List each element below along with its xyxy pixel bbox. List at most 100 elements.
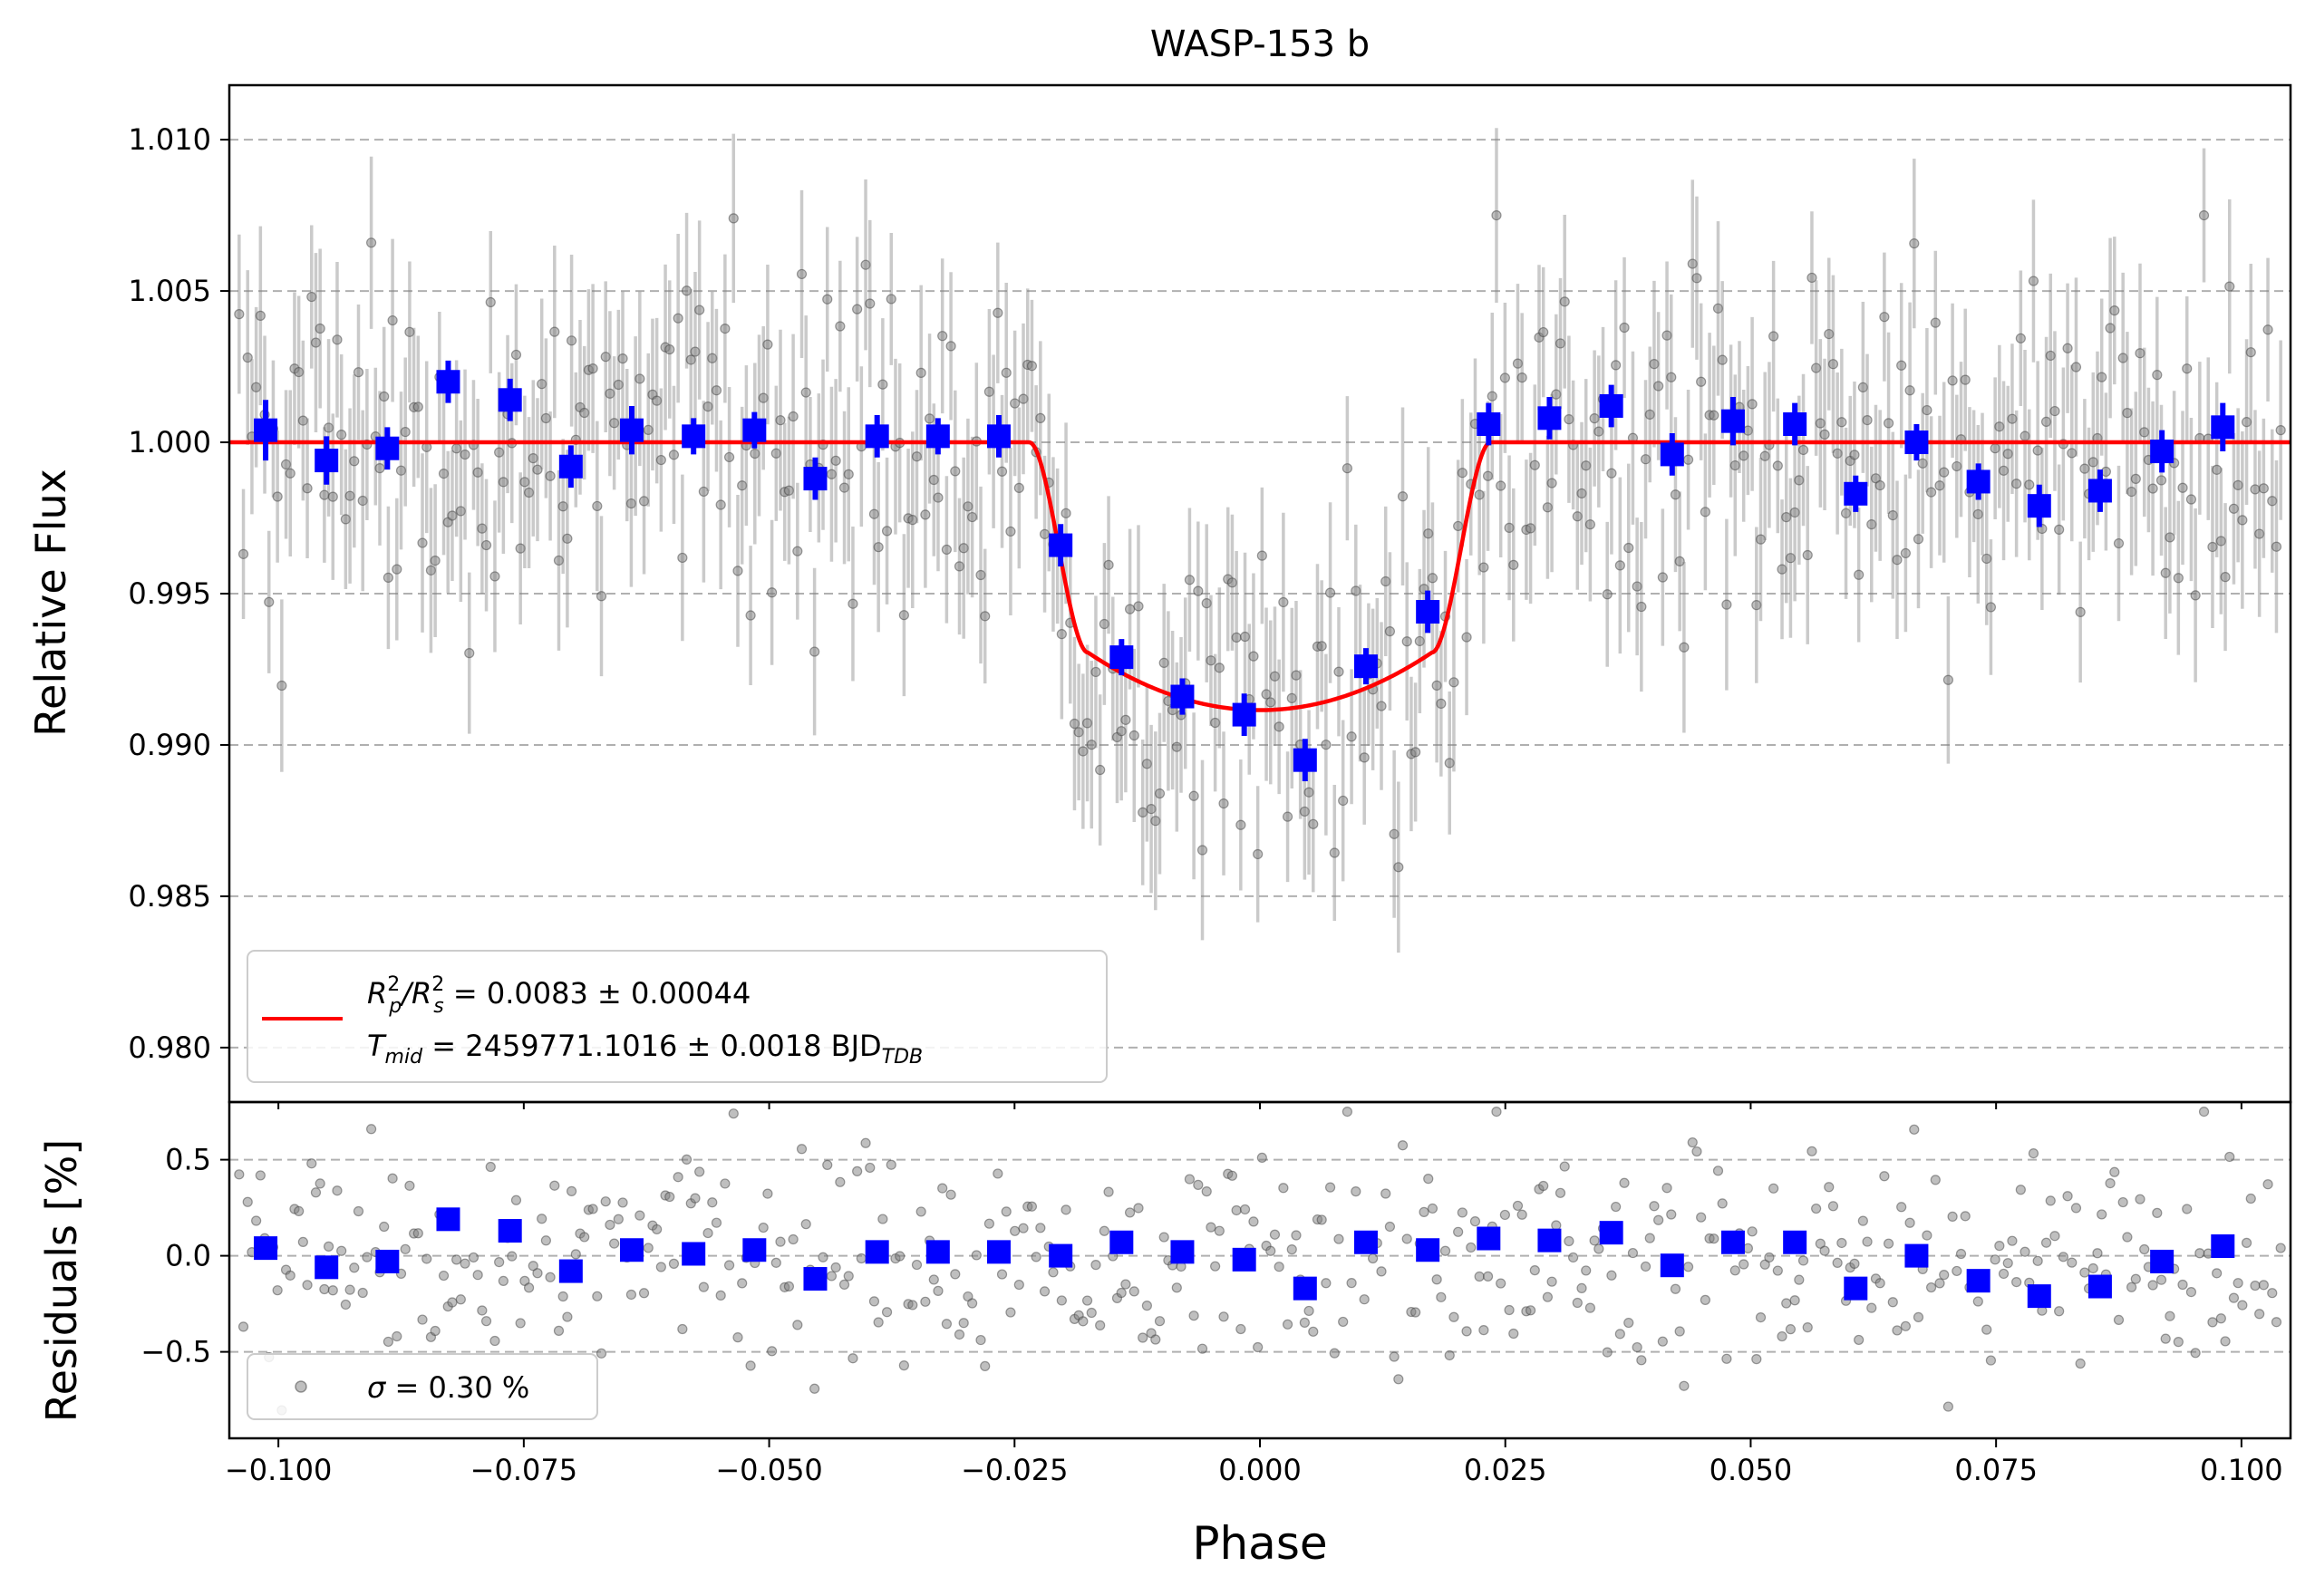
raw-point xyxy=(323,422,334,433)
raw-point xyxy=(809,646,820,657)
binned-residual xyxy=(1660,1253,1684,1278)
residual-point xyxy=(783,1281,795,1291)
raw-point xyxy=(698,486,709,498)
raw-point xyxy=(634,373,645,384)
residual-point xyxy=(1712,1166,1724,1176)
raw-point xyxy=(1972,508,1983,520)
residual-point xyxy=(1874,1278,1885,1289)
raw-point xyxy=(1584,519,1596,530)
raw-point xyxy=(1286,692,1297,703)
residual-point xyxy=(540,1235,551,1246)
raw-point xyxy=(374,463,385,474)
binned-point xyxy=(619,418,644,442)
residual-point xyxy=(941,1319,952,1330)
residual-point xyxy=(643,1243,654,1253)
raw-point xyxy=(1138,807,1148,817)
raw-point xyxy=(387,314,398,326)
residual-point xyxy=(2233,1278,2243,1289)
raw-point xyxy=(485,296,496,308)
binned-residual xyxy=(1232,1247,1256,1272)
raw-point xyxy=(1005,526,1016,537)
residual-point xyxy=(1866,1302,1877,1313)
residual-point xyxy=(1141,1301,1152,1311)
residual-point xyxy=(494,1257,505,1268)
residual-point xyxy=(310,1187,322,1198)
residual-point xyxy=(365,1124,377,1135)
residual-point xyxy=(1256,1152,1267,1164)
raw-point xyxy=(344,490,355,501)
residual-point xyxy=(1666,1209,1677,1220)
raw-point xyxy=(1214,663,1225,673)
residual-point xyxy=(1892,1325,1903,1336)
top-y-tick-label: 0.980 xyxy=(128,1030,211,1065)
residual-point xyxy=(980,1360,991,1371)
binned-point xyxy=(436,370,460,394)
residual-point xyxy=(915,1206,926,1217)
raw-point xyxy=(2113,537,2125,549)
raw-point xyxy=(1410,747,1421,758)
residual-point xyxy=(2182,1204,2193,1214)
raw-point xyxy=(1925,487,1937,498)
residual-point xyxy=(1942,1401,1954,1412)
raw-point xyxy=(980,611,991,622)
raw-point xyxy=(924,413,935,424)
raw-point xyxy=(255,310,266,321)
raw-point xyxy=(579,407,590,419)
binned-point xyxy=(1660,442,1684,467)
binned-point xyxy=(375,436,400,460)
residual-point xyxy=(2258,1280,2269,1291)
residual-point xyxy=(1772,1265,1783,1276)
top-grid xyxy=(229,139,2291,1049)
raw-point xyxy=(996,466,1008,477)
residual-point xyxy=(1269,1229,1281,1240)
raw-point xyxy=(1081,718,1093,729)
residual-point xyxy=(609,1238,620,1249)
residual-point xyxy=(319,1283,330,1295)
residual-point xyxy=(975,1334,986,1346)
residual-point xyxy=(353,1205,364,1217)
raw-point xyxy=(447,510,458,521)
residual-point xyxy=(788,1233,799,1245)
residual-point xyxy=(251,1215,262,1226)
raw-point xyxy=(587,363,598,374)
residual-point xyxy=(1572,1297,1583,1309)
raw-point xyxy=(1303,787,1314,798)
residual-point xyxy=(1436,1291,1447,1302)
top-legend-box xyxy=(247,950,1108,1083)
raw-point xyxy=(357,495,368,507)
raw-point xyxy=(310,337,322,348)
legend-sub-p: p xyxy=(388,995,402,1018)
raw-point xyxy=(1359,752,1370,763)
raw-point xyxy=(1849,450,1860,460)
residual-point xyxy=(532,1268,543,1279)
residual-point xyxy=(1128,1286,1139,1297)
residual-point xyxy=(2177,1279,2188,1291)
raw-point xyxy=(1619,322,1630,334)
residual-point xyxy=(1278,1183,1289,1194)
raw-point xyxy=(1551,389,1562,400)
raw-point xyxy=(1768,331,1779,342)
raw-point xyxy=(2002,449,2013,459)
residual-point xyxy=(1581,1265,1592,1276)
residual-point xyxy=(1099,1225,1109,1236)
residual-point xyxy=(421,1253,432,1264)
binned-residual xyxy=(1966,1269,1991,1293)
residual-point xyxy=(2135,1194,2145,1204)
raw-point xyxy=(2237,515,2248,526)
residual-point xyxy=(1879,1171,1890,1182)
residual-point xyxy=(1516,1209,1527,1220)
raw-point xyxy=(907,515,918,526)
residual-point xyxy=(1419,1206,1429,1217)
residual-point xyxy=(472,1270,483,1281)
raw-point xyxy=(1384,626,1396,637)
raw-point xyxy=(1611,360,1622,371)
residual-point xyxy=(1747,1226,1758,1237)
binned-residual xyxy=(2087,1274,2112,1299)
binned-residual xyxy=(619,1238,644,1262)
residual-point xyxy=(349,1262,360,1273)
residual-point xyxy=(400,1243,411,1254)
raw-point xyxy=(480,539,492,551)
top-y-tick-label: 1.010 xyxy=(128,122,211,157)
raw-point xyxy=(1448,677,1459,688)
residual-point xyxy=(2007,1235,2018,1246)
